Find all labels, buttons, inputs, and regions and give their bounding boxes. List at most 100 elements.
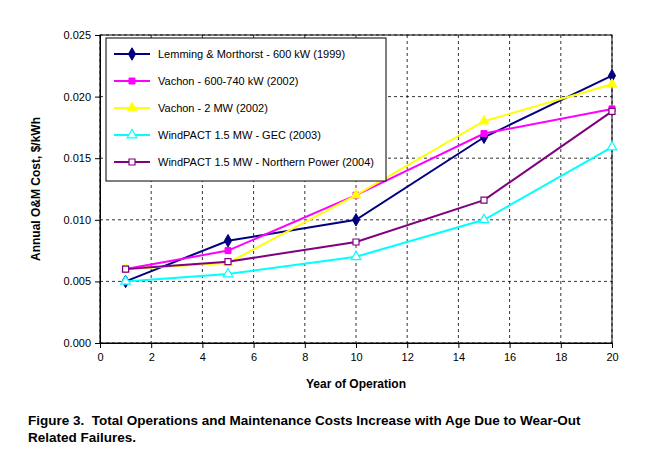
tick: 8 <box>302 343 308 363</box>
legend-entry: Lemming & Morthorst - 600 kW (1999) <box>114 48 345 60</box>
marker <box>223 268 233 276</box>
tick-mark <box>95 281 100 282</box>
tick-mark <box>356 343 357 348</box>
axis-line <box>101 344 613 349</box>
tick: 0.015 <box>63 152 100 164</box>
marker <box>353 239 359 245</box>
legend-box <box>106 38 386 181</box>
legend-label: WindPACT 1.5 MW - Northern Power (2004) <box>158 156 374 168</box>
marker <box>481 197 487 203</box>
tick: 0 <box>97 343 103 363</box>
marker <box>121 264 131 272</box>
marker <box>123 266 129 272</box>
tick: 0.020 <box>63 91 100 103</box>
tick-label: 0.015 <box>63 152 91 164</box>
legend-entry: Vachon - 600-740 kW (2002) <box>114 75 298 87</box>
legend-marker <box>127 102 137 110</box>
tick-mark <box>407 343 408 348</box>
tick: 14 <box>453 343 465 363</box>
tick: 0.005 <box>63 275 100 287</box>
tick-label: 0.010 <box>63 214 91 226</box>
chart: 024681012141618200.0000.0050.0100.0150.0… <box>0 0 652 405</box>
tick-label: 8 <box>302 351 308 363</box>
tick-label: 0 <box>97 351 103 363</box>
tick-label: 6 <box>251 351 257 363</box>
y-axis-title: Annual O&M Cost, $/kWh <box>29 117 43 261</box>
legend-entry: Vachon - 2 MW (2002) <box>114 102 268 114</box>
grid-line <box>407 35 408 343</box>
marker <box>479 214 489 222</box>
marker <box>607 142 617 150</box>
tick-mark <box>95 220 100 221</box>
marker <box>481 131 487 137</box>
tick-label: 16 <box>504 351 516 363</box>
plot-frame <box>100 35 612 343</box>
marker <box>479 116 489 124</box>
tick-label: 0.000 <box>63 337 91 349</box>
x-axis-title: Year of Operation <box>306 377 406 391</box>
x-axis: 0 2 4 6 8 10 12 14 16 18 20 <box>97 343 618 363</box>
tick: 20 <box>606 343 618 363</box>
tick: 12 <box>402 343 414 363</box>
marker <box>121 276 131 284</box>
tick-mark <box>95 158 100 159</box>
tick-label: 10 <box>350 351 362 363</box>
grid-line <box>458 35 459 343</box>
caption: Figure 3. Total Operations and Maintenan… <box>28 412 628 446</box>
axis-line <box>95 36 101 344</box>
legend-marker <box>129 78 135 84</box>
tick-mark <box>151 343 152 348</box>
tick: 0.000 <box>63 337 100 349</box>
marker <box>609 108 615 114</box>
tick-mark <box>305 343 306 348</box>
tick-mark <box>202 343 203 348</box>
tick-label: 0.025 <box>63 29 91 41</box>
tick-label: 12 <box>402 351 414 363</box>
legend-marker <box>128 48 135 60</box>
tick: 16 <box>504 343 516 363</box>
tick-mark <box>95 343 100 344</box>
legend-entry: WindPACT 1.5 MW - Northern Power (2004) <box>114 156 374 168</box>
marker <box>225 259 231 265</box>
tick-label: 0.020 <box>63 91 91 103</box>
legend-marker <box>129 159 135 165</box>
tick-label: 2 <box>149 351 155 363</box>
tick-mark <box>612 343 613 348</box>
marker <box>351 190 361 198</box>
marker <box>480 131 487 143</box>
tick: 0.010 <box>63 214 100 226</box>
marker <box>225 248 231 254</box>
legend-label: WindPACT 1.5 MW - GEC (2003) <box>158 129 321 141</box>
tick-mark <box>561 343 562 348</box>
grid <box>100 35 612 343</box>
legend-label: Vachon - 2 MW (2002) <box>158 102 268 114</box>
grid-line <box>100 281 612 282</box>
grid-line <box>560 35 561 343</box>
tick-label: 0.005 <box>63 275 91 287</box>
tick: 0.025 <box>63 29 100 41</box>
tick-mark <box>510 343 511 348</box>
legend-label: Lemming & Morthorst - 600 kW (1999) <box>158 48 345 60</box>
marker <box>223 257 233 265</box>
marker <box>352 214 359 226</box>
plot: 024681012141618200.0000.0050.0100.0150.0… <box>63 29 618 363</box>
tick: 2 <box>149 343 155 363</box>
tick: 4 <box>200 343 206 363</box>
plot-background <box>100 35 612 343</box>
tick-label: 18 <box>555 351 567 363</box>
tick-label: 20 <box>606 351 618 363</box>
y-axis: 0.000 0.005 0.010 0.015 0.020 0.025 <box>63 29 100 349</box>
tick-mark <box>95 97 100 98</box>
tick: 6 <box>251 343 257 363</box>
tick-mark <box>95 35 100 36</box>
legend-label: Vachon - 600-740 kW (2002) <box>158 75 298 87</box>
legend-entry: WindPACT 1.5 MW - GEC (2003) <box>114 129 321 141</box>
marker <box>224 235 231 247</box>
grid-line <box>509 35 510 343</box>
marker <box>351 251 361 259</box>
legend: Lemming & Morthorst - 600 kW (1999) Vacho… <box>106 38 386 181</box>
marker <box>123 266 129 272</box>
series-line <box>126 147 612 281</box>
tick: 10 <box>350 343 362 363</box>
tick-label: 4 <box>200 351 206 363</box>
